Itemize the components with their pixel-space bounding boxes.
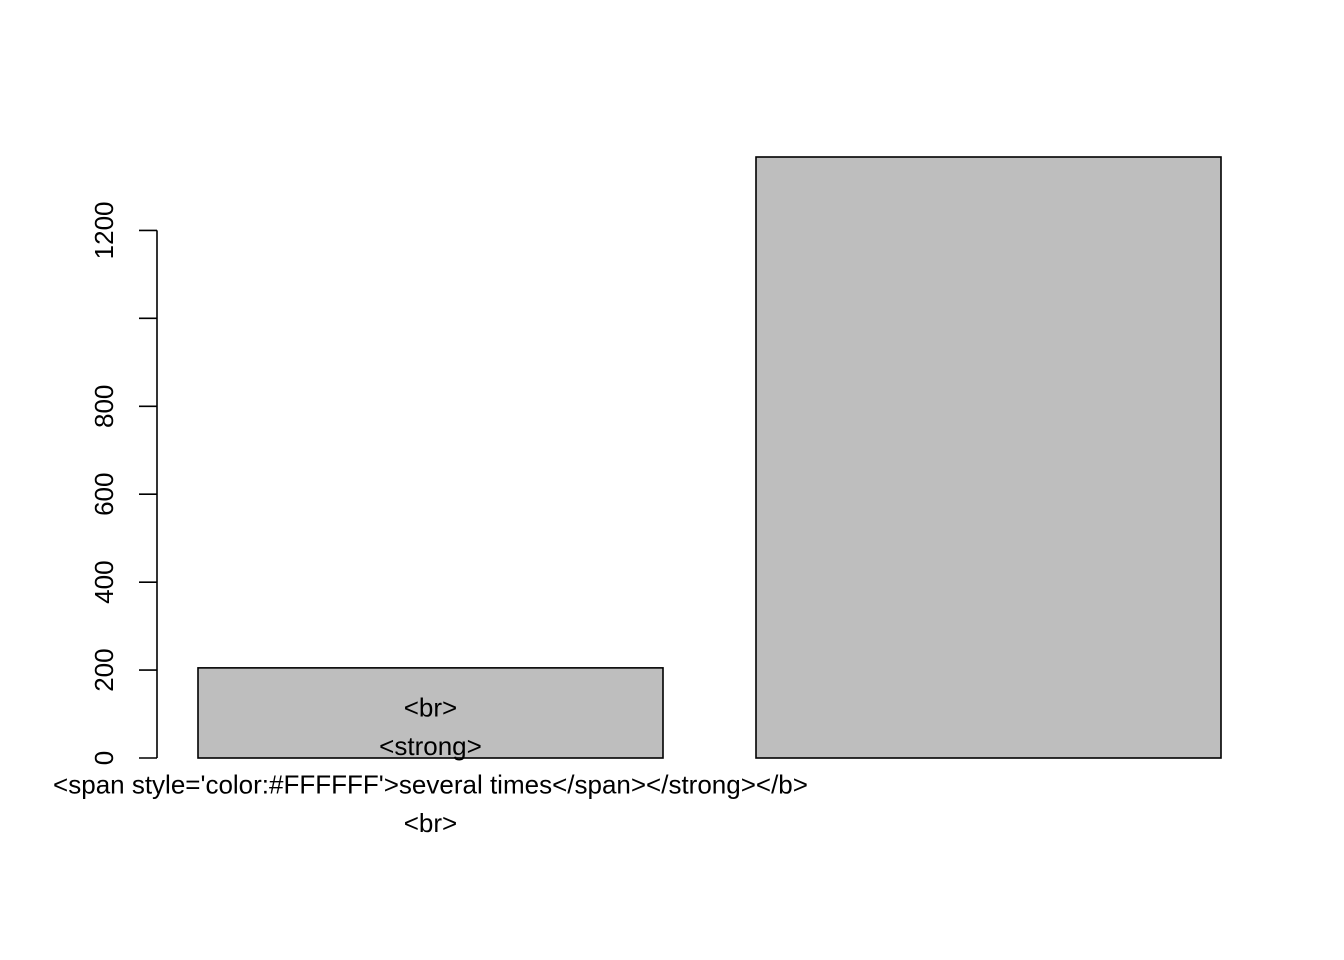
y-tick-label: 1200 [89, 201, 119, 259]
bars [197, 156, 1222, 759]
bar [197, 667, 664, 759]
x-category-label: <strong> [379, 731, 482, 761]
y-tick-label: 0 [89, 751, 119, 765]
x-category-label: <br> [404, 693, 458, 723]
y-tick-label: 800 [89, 385, 119, 428]
x-category-label: <br> [404, 808, 458, 838]
y-tick-label: 400 [89, 560, 119, 603]
category-labels: <br> <strong> <span style='color:#FFFFFF'>… [53, 693, 808, 839]
y-tick-label: 600 [89, 473, 119, 516]
x-category-label: <span style='color:#FFFFFF'>several time… [53, 770, 808, 800]
bar [755, 156, 1222, 759]
y-axis: 0 200 400 600 800 1200 [89, 201, 158, 765]
y-tick-label: 200 [89, 648, 119, 691]
